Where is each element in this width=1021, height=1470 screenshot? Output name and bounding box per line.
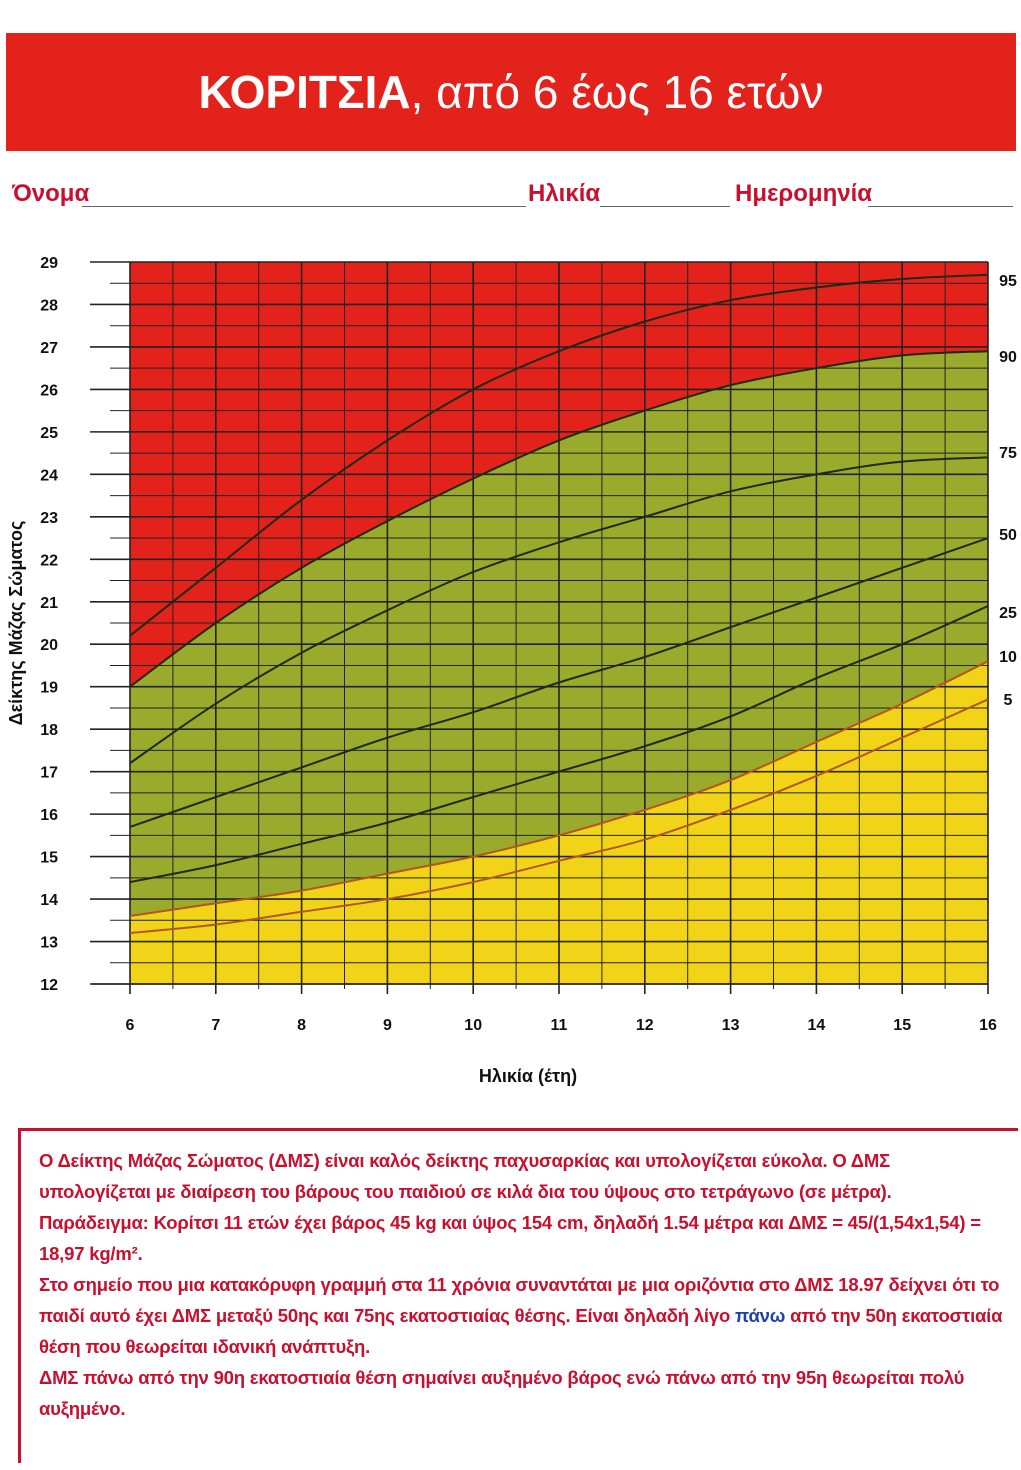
page-title-bold: ΚΟΡΙΤΣΙΑ (198, 66, 411, 118)
info-emphasis-above: πάνω (735, 1305, 786, 1326)
y-tick-label: 22 (40, 552, 58, 569)
name-label: Όνομα (12, 180, 90, 207)
y-tick-labels: 12 13 14 15 16 17 18 19 20 21 22 23 24 25 26 27 28 29 (40, 255, 58, 994)
y-tick-label: 21 (40, 595, 58, 612)
info-box: Ο Δείκτης Μάζας Σώματος (ΔΜΣ) είναι καλό… (18, 1128, 1018, 1463)
page-title-rest: , από 6 έως 16 ετών (410, 66, 824, 118)
y-axis-label: Δείκτης Μάζας Σώματος (6, 521, 27, 726)
date-field-line[interactable] (868, 206, 1013, 207)
bmi-percentile-chart: 12 13 14 15 16 17 18 19 20 21 22 23 24 25 26 27 28 29 6 7 8… (6, 255, 1017, 1086)
percentile-label-10: 10 (999, 649, 1017, 666)
y-tick-label: 26 (40, 382, 58, 399)
y-tick-label: 25 (40, 425, 58, 442)
percentile-curve-50 (130, 537, 988, 828)
info-paragraph-2: Στο σημείο που μια κατακόρυφη γραμμή στα… (39, 1269, 1004, 1362)
x-tick-label: 15 (893, 1017, 911, 1034)
x-tick-label: 7 (211, 1017, 220, 1034)
y-tick-label: 17 (40, 765, 58, 782)
y-tick-label: 28 (40, 297, 58, 314)
percentile-curve-95 (130, 273, 988, 637)
x-tick-label: 14 (808, 1017, 826, 1034)
percentile-curve-90 (130, 350, 988, 688)
x-tick-label: 9 (383, 1017, 392, 1034)
percentile-curve-75 (130, 456, 988, 765)
y-tick-label: 12 (40, 977, 58, 994)
percentile-label-25: 25 (999, 605, 1017, 622)
x-tick-label: 11 (551, 1017, 568, 1034)
y-tick-label: 16 (40, 807, 58, 824)
percentile-label-90: 90 (999, 349, 1017, 366)
grid (90, 261, 989, 994)
info-paragraph-1: Ο Δείκτης Μάζας Σώματος (ΔΜΣ) είναι καλό… (39, 1150, 981, 1264)
y-tick-label: 20 (40, 637, 58, 654)
x-tick-label: 10 (464, 1017, 482, 1034)
percentile-labels: 95 90 75 50 25 10 5 (999, 273, 1017, 709)
y-tick-label: 19 (40, 680, 58, 697)
date-label: Ημερομηνία (735, 180, 873, 207)
percentile-label-50: 50 (999, 527, 1017, 544)
x-tick-label: 12 (636, 1017, 654, 1034)
title-banner: ΚΟΡΙΤΣΙΑ, από 6 έως 16 ετών (6, 33, 1016, 151)
x-tick-label: 8 (297, 1017, 306, 1034)
y-tick-label: 13 (40, 935, 58, 952)
y-tick-label: 23 (40, 510, 58, 527)
y-tick-label: 29 (40, 255, 58, 272)
percentile-label-95: 95 (999, 273, 1017, 290)
x-tick-labels: 6 7 8 9 10 11 12 13 14 15 16 (126, 1017, 997, 1034)
y-tick-label: 18 (40, 722, 58, 739)
page-title: ΚΟΡΙΤΣΙΑ, από 6 έως 16 ετών (199, 65, 824, 119)
x-tick-label: 16 (979, 1017, 997, 1034)
y-tick-label: 14 (40, 892, 58, 909)
percentile-curve-25 (130, 605, 988, 884)
name-field-line[interactable] (82, 206, 526, 207)
x-axis-label: Ηλικία (έτη) (479, 1066, 577, 1086)
y-tick-label: 27 (40, 340, 58, 357)
info-paragraph-2-b: από την 50η εκατοστιαία θέση που θεωρείτ… (39, 1305, 1003, 1357)
percentile-label-75: 75 (999, 445, 1017, 462)
age-label: Ηλικία (528, 180, 601, 207)
percentile-curve-10 (130, 660, 988, 917)
age-field-line[interactable] (600, 206, 730, 207)
y-tick-label: 15 (40, 850, 58, 867)
y-tick-label: 24 (40, 467, 58, 484)
percentile-curves (130, 273, 988, 934)
x-tick-label: 6 (126, 1017, 135, 1034)
percentile-label-5: 5 (1004, 692, 1013, 709)
info-paragraph-2-a: Στο σημείο που μια κατακόρυφη γραμμή στα… (39, 1274, 1000, 1326)
percentile-curve-5 (130, 698, 988, 934)
x-tick-label: 13 (722, 1017, 740, 1034)
info-paragraph-3: ΔΜΣ πάνω από την 90η εκατοστιαία θέση ση… (39, 1367, 965, 1419)
